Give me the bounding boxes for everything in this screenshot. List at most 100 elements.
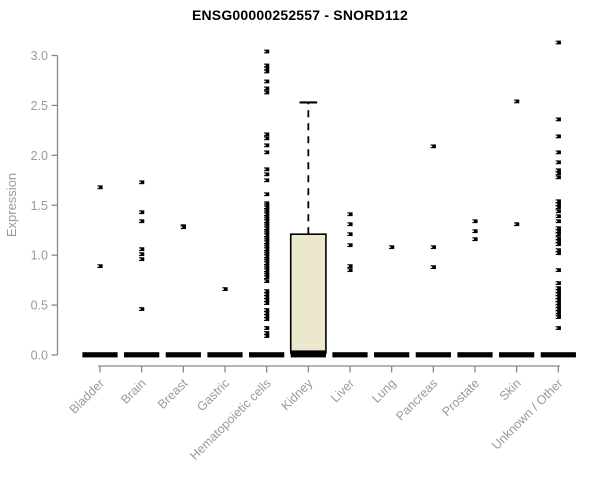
data-point <box>139 210 145 215</box>
data-point <box>264 289 270 294</box>
data-point-notch <box>555 161 558 164</box>
data-point <box>555 313 561 317</box>
data-point-notch <box>264 179 266 182</box>
data-point <box>555 40 561 45</box>
data-point-notch <box>555 203 558 206</box>
data-point-notch <box>264 318 266 320</box>
zero-expression-bar <box>374 352 410 358</box>
x-tick-label: Unknown / Other <box>489 376 565 452</box>
data-point-notch <box>264 293 266 295</box>
data-point-notch <box>264 193 266 196</box>
data-point <box>264 236 270 241</box>
data-point-notch <box>555 172 558 175</box>
data-point-notch <box>180 226 183 229</box>
data-point <box>555 150 561 155</box>
data-point <box>555 289 561 294</box>
data-point-notch <box>139 253 141 255</box>
data-point <box>264 201 270 206</box>
data-point <box>264 331 270 335</box>
data-point <box>555 134 561 139</box>
data-point <box>347 212 353 217</box>
data-point <box>347 264 353 269</box>
data-point <box>139 247 145 252</box>
data-point-notch <box>264 239 266 241</box>
data-point <box>264 261 270 266</box>
data-point-notch <box>264 232 266 235</box>
data-point <box>264 69 270 74</box>
data-point <box>555 295 561 299</box>
data-point-notch <box>264 244 266 246</box>
data-point-notch <box>264 230 266 233</box>
zero-expression-bar <box>165 352 201 358</box>
data-point-notch <box>264 220 266 223</box>
data-point-notch <box>555 305 558 307</box>
box-median-line <box>290 350 326 356</box>
x-tick-label: Prostate <box>439 376 482 419</box>
data-point <box>264 226 270 231</box>
x-tick-label: Gastric <box>194 376 232 414</box>
data-point <box>264 271 270 276</box>
data-point-notch <box>264 225 266 228</box>
data-point-notch <box>555 176 558 179</box>
data-point-notch <box>555 287 558 289</box>
data-point <box>264 252 270 257</box>
data-point <box>555 315 561 319</box>
data-point <box>555 310 561 314</box>
x-tick-label: Liver <box>328 376 357 405</box>
data-point <box>264 224 270 229</box>
data-point-notch <box>514 223 516 226</box>
data-point-notch <box>264 309 266 311</box>
data-point <box>555 298 561 302</box>
data-point <box>264 259 270 264</box>
data-point-notch <box>264 133 266 136</box>
zero-expression-bar <box>207 352 243 358</box>
data-point-notch <box>264 248 266 250</box>
x-tick-label: Lung <box>369 376 399 406</box>
data-point <box>264 90 270 95</box>
x-tick-label: Hematopoietic cells <box>187 376 274 463</box>
data-point-notch <box>264 213 266 216</box>
data-point-notch <box>264 151 266 154</box>
data-point <box>264 219 270 224</box>
data-point <box>139 219 145 224</box>
data-point <box>555 214 561 219</box>
data-point-notch <box>97 186 99 189</box>
data-point-notch <box>264 64 266 67</box>
data-point-notch <box>97 265 99 267</box>
data-point <box>389 245 395 250</box>
data-point-notch <box>555 327 558 329</box>
data-point <box>264 243 270 248</box>
y-tick-label: 2.5 <box>31 99 48 113</box>
data-point-notch <box>555 243 558 245</box>
x-tick-label: Pancreas <box>393 376 440 423</box>
y-tick-label: 0.5 <box>31 299 48 313</box>
data-point <box>264 86 270 91</box>
data-point <box>264 311 270 315</box>
data-point <box>264 240 270 245</box>
data-point <box>555 251 561 256</box>
data-point <box>264 203 270 208</box>
data-point <box>264 205 270 210</box>
data-point-notch <box>555 240 558 242</box>
data-point-notch <box>555 308 558 310</box>
data-point <box>264 257 270 262</box>
data-point-notch <box>430 266 433 268</box>
zero-expression-bar <box>124 352 160 358</box>
data-point-notch <box>347 265 349 267</box>
data-point <box>97 185 103 190</box>
data-point <box>514 222 520 227</box>
data-point <box>264 143 270 148</box>
data-point-notch <box>139 258 141 260</box>
data-point-notch <box>264 280 266 282</box>
data-point <box>264 167 270 172</box>
data-point <box>180 225 186 230</box>
data-point <box>264 192 270 197</box>
data-point <box>264 238 270 243</box>
data-point-notch <box>430 145 433 148</box>
data-point-notch <box>347 223 349 226</box>
data-point-notch <box>347 244 349 246</box>
y-tick-label: 2.0 <box>31 149 48 163</box>
zero-expression-bar <box>540 352 576 358</box>
data-point <box>264 308 270 312</box>
data-point-notch <box>555 290 558 292</box>
